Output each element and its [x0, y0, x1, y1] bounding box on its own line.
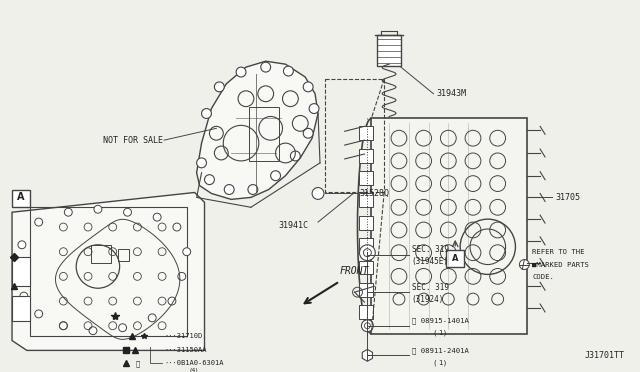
Circle shape [65, 208, 72, 216]
Text: ( 1): ( 1) [433, 329, 446, 336]
Circle shape [35, 310, 43, 318]
Bar [446, 250, 464, 267]
Text: SEC. 319: SEC. 319 [412, 283, 449, 292]
Circle shape [148, 314, 156, 322]
Text: ···0B1A0-6301A: ···0B1A0-6301A [164, 360, 223, 366]
Circle shape [202, 109, 211, 118]
Circle shape [303, 82, 313, 92]
Circle shape [309, 104, 319, 113]
Text: ■MARKED PARTS: ■MARKED PARTS [532, 262, 589, 267]
Circle shape [224, 185, 234, 195]
Circle shape [312, 187, 324, 199]
Bar [377, 35, 401, 66]
Bar [360, 149, 373, 163]
Text: (4): (4) [189, 368, 198, 372]
Bar [360, 216, 373, 230]
Bar [12, 257, 30, 286]
Bar [91, 245, 111, 263]
Text: A: A [452, 254, 458, 263]
Circle shape [94, 205, 102, 213]
Circle shape [520, 260, 529, 269]
Bar [360, 238, 373, 252]
Text: (31945E): (31945E) [412, 257, 449, 266]
Circle shape [178, 272, 186, 280]
Circle shape [360, 245, 375, 261]
Circle shape [124, 208, 131, 216]
Circle shape [173, 223, 181, 231]
Bar [360, 126, 373, 140]
Bar [12, 189, 30, 207]
Circle shape [362, 320, 373, 332]
Circle shape [214, 82, 224, 92]
Circle shape [153, 213, 161, 221]
Circle shape [236, 67, 246, 77]
Text: 31941C: 31941C [278, 221, 308, 230]
Polygon shape [12, 192, 205, 350]
Bar [360, 283, 373, 297]
Circle shape [260, 62, 271, 72]
Circle shape [89, 327, 97, 335]
Bar [360, 261, 373, 275]
Circle shape [35, 218, 43, 226]
Text: A: A [17, 192, 25, 202]
Text: Ⓟ 08915-1401A: Ⓟ 08915-1401A [412, 317, 468, 324]
Bar [12, 296, 30, 321]
Circle shape [205, 175, 214, 185]
Circle shape [291, 151, 300, 161]
Text: 31943M: 31943M [436, 89, 467, 98]
Text: REFER TO THE: REFER TO THE [532, 249, 585, 255]
Circle shape [20, 292, 28, 300]
Polygon shape [196, 61, 318, 199]
Circle shape [303, 128, 313, 138]
Bar [118, 249, 129, 261]
Text: Ⓝ 08911-2401A: Ⓝ 08911-2401A [412, 347, 468, 354]
Circle shape [271, 171, 280, 181]
Text: FRONT: FRONT [340, 266, 369, 276]
Bar [360, 305, 373, 319]
Circle shape [118, 324, 127, 332]
Text: J31701TT: J31701TT [584, 351, 624, 360]
Text: 31528Q: 31528Q [360, 189, 390, 198]
Bar [360, 193, 373, 207]
Text: ···31150AA: ···31150AA [164, 347, 207, 353]
Text: ···31710D: ···31710D [164, 333, 202, 339]
Polygon shape [362, 349, 372, 361]
Bar [249, 107, 278, 161]
Text: SEC. 319: SEC. 319 [412, 245, 449, 254]
Text: (31924): (31924) [412, 295, 444, 304]
Text: Ⓑ: Ⓑ [136, 360, 140, 366]
Text: NOT FOR SALE: NOT FOR SALE [103, 136, 163, 145]
Circle shape [168, 297, 176, 305]
Circle shape [18, 241, 26, 249]
Circle shape [196, 158, 207, 168]
Circle shape [183, 248, 191, 256]
Text: 31705: 31705 [555, 193, 580, 202]
Circle shape [284, 66, 293, 76]
Bar [30, 207, 187, 336]
Text: CODE.: CODE. [532, 275, 554, 280]
Text: ( 1): ( 1) [433, 359, 446, 366]
Bar [371, 118, 527, 334]
Bar [360, 171, 373, 185]
Circle shape [15, 264, 23, 272]
Circle shape [248, 185, 258, 195]
Circle shape [60, 322, 67, 330]
